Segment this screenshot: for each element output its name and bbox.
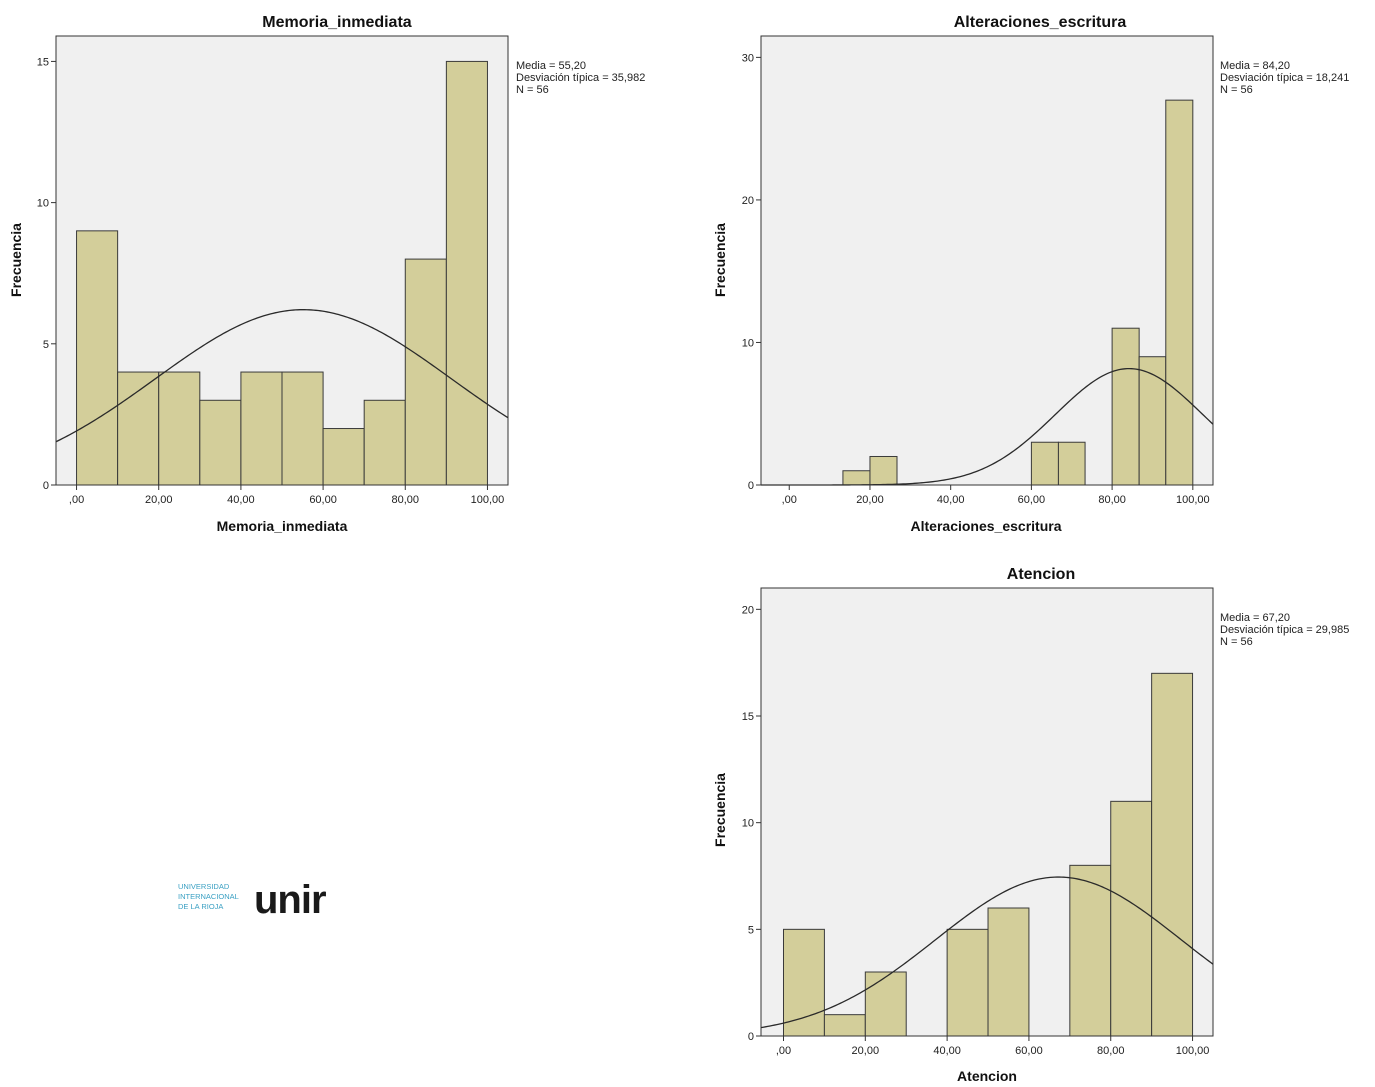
logo-mark: unir [254, 878, 326, 922]
histogram-bar [158, 371, 201, 486]
chart-title: Memoria_inmediata [262, 14, 411, 31]
y-axis-label: Frecuencia [8, 223, 24, 297]
y-tick-label: 30 [742, 52, 754, 64]
logo-line2: INTERNACIONAL [178, 892, 239, 901]
x-tick-label: 40,00 [933, 1045, 961, 1057]
y-axis-label: Frecuencia [712, 773, 728, 847]
histogram-bar [987, 907, 1030, 1037]
stats-line: N = 56 [1220, 84, 1253, 96]
x-axis-label: Atencion [957, 1068, 1017, 1082]
stats-line: Desviación típica = 29,985 [1220, 624, 1349, 636]
histogram-memoria-inmediata: 0 5 10 15 ,00 20,00 40,00 60,00 80,00 100,00 Memor… [0, 0, 690, 545]
chart-alteraciones-escritura-svg: 0 10 20 30 ,00 20,00 40,00 60,00 80,00 100,00 Alte… [712, 14, 1349, 534]
y-axis-label: Frecuencia [712, 223, 728, 297]
x-tick-label: 40,00 [937, 494, 965, 506]
histogram-bar [823, 1014, 866, 1037]
histogram-bar [864, 971, 907, 1037]
x-tick-label: 60,00 [309, 494, 337, 506]
y-tick-label: 15 [37, 56, 49, 68]
unir-logo: UNIVERSIDAD INTERNACIONAL DE LA RIOJA un… [176, 872, 366, 922]
x-tick-label: 80,00 [392, 494, 420, 506]
x-tick-label: 100,00 [1176, 1045, 1210, 1057]
x-tick-label: ,00 [69, 494, 84, 506]
histogram-bar [782, 928, 825, 1037]
x-tick-label: 80,00 [1097, 1045, 1125, 1057]
plot-frame [760, 587, 1214, 1037]
x-axis-label: Alteraciones_escritura [911, 518, 1062, 534]
histogram-bar [1151, 672, 1194, 1037]
stats-line: Media = 55,20 [516, 60, 586, 72]
histogram-alteraciones-escritura: 0 10 20 30 ,00 20,00 40,00 60,00 80,00 100,00 Alte… [690, 0, 1375, 545]
normal-curve-line [55, 309, 509, 443]
histogram-bar [1165, 99, 1194, 486]
y-tick-label: 10 [37, 198, 49, 210]
stats-line: Desviación típica = 35,982 [516, 72, 645, 84]
x-tick-label: ,00 [782, 494, 797, 506]
histogram-bar [1111, 327, 1140, 486]
histogram-bar [404, 258, 447, 486]
histogram-bar [1057, 441, 1086, 486]
stats-line: Desviación típica = 18,241 [1220, 72, 1349, 84]
histogram-bar [842, 470, 871, 486]
y-tick-label: 15 [742, 711, 754, 723]
histogram-bar [322, 428, 365, 486]
histogram-bar [445, 60, 488, 486]
stats-line: Media = 67,20 [1220, 612, 1290, 624]
histogram-bar [1110, 800, 1153, 1037]
normal-curve-line [760, 876, 1214, 1029]
x-tick-label: 20,00 [145, 494, 173, 506]
chart-title: Atencion [1007, 566, 1075, 583]
x-tick-label: 60,00 [1018, 494, 1046, 506]
y-tick-label: 20 [742, 604, 754, 616]
plot-frame [760, 35, 1214, 486]
chart-memoria-inmediata-svg: 0 5 10 15 ,00 20,00 40,00 60,00 80,00 100,00 Memor… [8, 14, 645, 534]
chart-title: Alteraciones_escritura [954, 14, 1127, 31]
histogram-bar [240, 371, 283, 486]
histogram-bar [117, 371, 160, 486]
y-tick-label: 0 [748, 480, 754, 492]
x-tick-label: 20,00 [856, 494, 884, 506]
x-tick-label: ,00 [776, 1045, 791, 1057]
x-tick-label: 100,00 [471, 494, 505, 506]
stats-line: Media = 84,20 [1220, 60, 1290, 72]
y-tick-label: 0 [748, 1031, 754, 1043]
histogram-bar [281, 371, 324, 486]
x-tick-label: 20,00 [852, 1045, 880, 1057]
y-tick-label: 20 [742, 195, 754, 207]
x-tick-label: 80,00 [1098, 494, 1126, 506]
plot-frame [55, 35, 509, 486]
y-tick-label: 0 [43, 480, 49, 492]
histogram-bar [363, 399, 406, 486]
histogram-bar [1030, 441, 1059, 486]
y-tick-label: 10 [742, 818, 754, 830]
histogram-bar [946, 928, 989, 1037]
stats-line: N = 56 [516, 84, 549, 96]
histogram-bar [76, 230, 119, 486]
x-tick-label: 40,00 [227, 494, 255, 506]
unir-logo-svg: UNIVERSIDAD INTERNACIONAL DE LA RIOJA un… [178, 878, 327, 922]
histogram-bar [1138, 356, 1167, 486]
y-tick-label: 5 [748, 924, 754, 936]
x-axis-label: Memoria_inmediata [217, 518, 348, 534]
logo-line3: DE LA RIOJA [178, 902, 223, 911]
y-tick-label: 10 [742, 337, 754, 349]
logo-line1: UNIVERSIDAD [178, 882, 230, 891]
histogram-bar [1069, 864, 1112, 1037]
histogram-bar [199, 399, 242, 486]
x-tick-label: 60,00 [1015, 1045, 1043, 1057]
histogram-bar [869, 455, 898, 486]
histogram-atencion: 0 5 10 15 20,00 20,00 40,00 60,00 80,00 100,00 Ate… [690, 548, 1375, 1084]
stats-line: N = 56 [1220, 636, 1253, 648]
x-tick-label: 100,00 [1176, 494, 1210, 506]
y-tick-label: 5 [43, 339, 49, 351]
